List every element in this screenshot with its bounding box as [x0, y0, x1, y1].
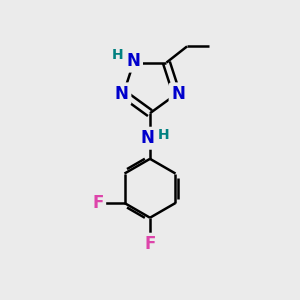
Text: N: N [171, 85, 185, 103]
Text: N: N [127, 52, 140, 70]
Text: F: F [144, 235, 156, 253]
Text: F: F [92, 194, 104, 212]
Text: H: H [158, 128, 169, 142]
Text: N: N [115, 85, 129, 103]
Text: H: H [112, 48, 123, 62]
Text: N: N [140, 129, 154, 147]
